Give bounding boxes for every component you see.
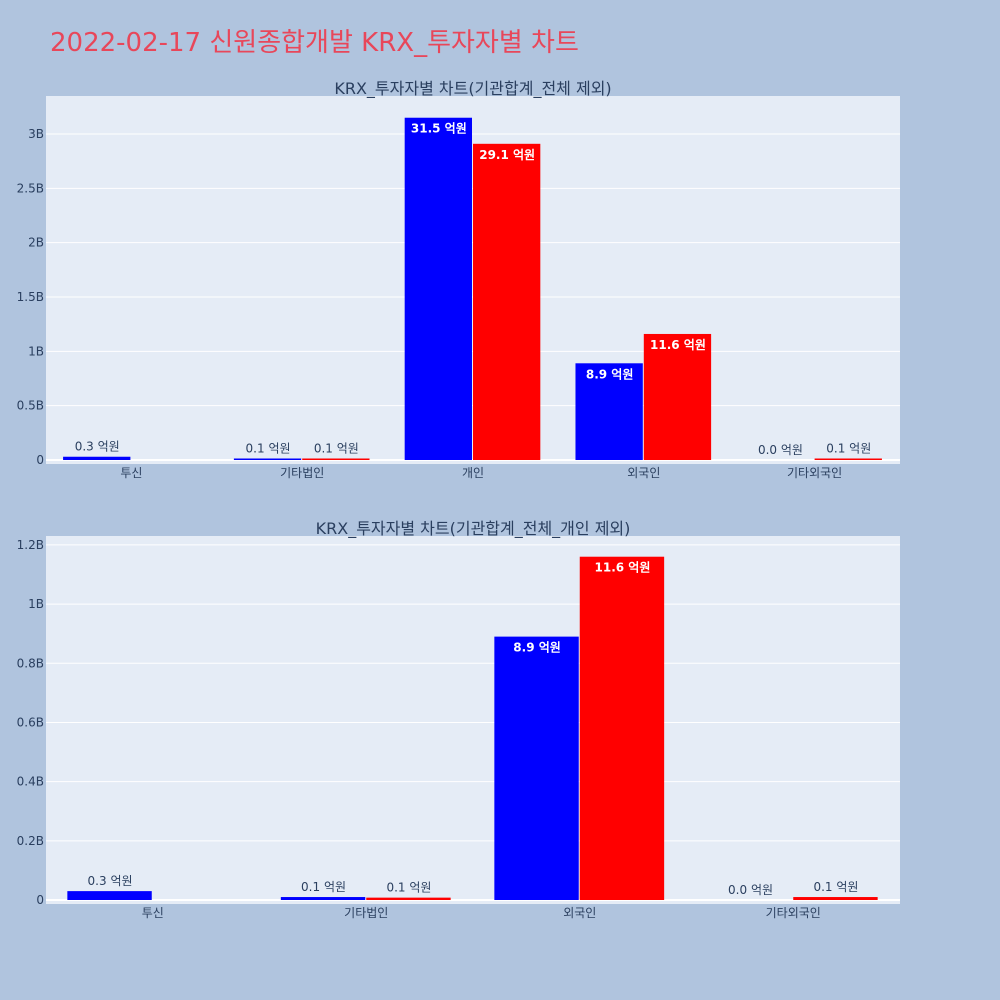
chart1-bar-s1: [233, 458, 302, 460]
chart1-data-label: 0.1 억원: [246, 442, 291, 456]
chart2-ytick-label: 0.8B: [17, 656, 44, 670]
chart2-bar-s2: [366, 897, 451, 900]
chart1-data-label: 31.5 억원: [411, 122, 467, 136]
chart1-bar-s1: [404, 117, 472, 460]
chart1-ytick-label: 0.5B: [17, 399, 44, 413]
chart1-data-label: 0.0 억원: [758, 443, 803, 457]
chart1-ytick-label: 2.5B: [17, 181, 44, 195]
chart1-data-label: 0.1 억원: [314, 442, 359, 456]
chart2-bar-s2: [793, 897, 878, 900]
chart1-xtick-label: 투신: [120, 466, 142, 480]
chart2-ytick-label: 0.2B: [17, 834, 44, 848]
chart1-xtick-label: 기타법인: [280, 466, 324, 480]
chart1-bar-s1: [575, 363, 643, 460]
chart1-data-label: 0.3 억원: [75, 440, 120, 454]
chart1-data-label: 29.1 억원: [479, 148, 535, 162]
chart2-xtick-label: 외국인: [563, 906, 596, 920]
chart1-ytick-label: 0: [36, 453, 44, 467]
chart1-ytick-label: 2B: [28, 236, 44, 250]
chart1-data-label: 0.1 억원: [826, 442, 871, 456]
chart2-data-label: 11.6 억원: [595, 561, 651, 575]
page-title: 2022-02-17 신원종합개발 KRX_투자자별 차트: [50, 28, 579, 58]
chart2-ytick-label: 0: [36, 893, 44, 907]
chart2-bar-s1: [494, 636, 579, 900]
chart2-plot-area: [46, 536, 900, 904]
chart1-title: KRX_투자자별 차트(기관합계_전체 제외): [334, 79, 611, 99]
chart2-data-label: 0.1 억원: [813, 880, 858, 894]
chart1-bar-s2: [473, 143, 541, 460]
chart2-data-label: 0.3 억원: [88, 874, 133, 888]
chart2-data-label: 0.1 억원: [386, 881, 431, 895]
chart2-data-label: 0.1 억원: [301, 880, 346, 894]
chart1-ytick-label: 1.5B: [17, 290, 44, 304]
chart1-data-label: 11.6 억원: [650, 338, 706, 352]
chart2-bar-s1: [280, 897, 366, 900]
chart1-xtick-label: 개인: [462, 466, 484, 480]
chart1-bar-s2: [302, 458, 370, 460]
chart1-bar-s1: [63, 456, 131, 460]
chart2-title: KRX_투자자별 차트(기관합계_전체_개인 제외): [316, 519, 631, 539]
chart1-bar-s2: [643, 333, 712, 460]
chart1-ytick-label: 3B: [28, 127, 44, 141]
chart1-xtick-label: 외국인: [627, 466, 660, 480]
chart2-ytick-label: 0.6B: [17, 715, 44, 729]
chart2-xtick-label: 기타법인: [344, 906, 388, 920]
chart1-bar-s2: [814, 458, 882, 460]
chart2-data-label: 8.9 억원: [513, 641, 561, 655]
chart2-bar-s1: [67, 891, 152, 900]
chart1-ytick-label: 1B: [28, 344, 44, 358]
chart2-xtick-label: 투신: [142, 906, 164, 920]
chart2-data-label: 0.0 억원: [728, 883, 773, 897]
chart2-ytick-label: 1.2B: [17, 538, 44, 552]
chart2-xtick-label: 기타외국인: [766, 906, 821, 920]
chart2-ytick-label: 1B: [28, 597, 44, 611]
chart2-bar-s2: [579, 556, 665, 900]
chart1-data-label: 8.9 억원: [586, 367, 634, 381]
chart2-ytick-label: 0.4B: [17, 775, 44, 789]
chart1-xtick-label: 기타외국인: [787, 466, 842, 480]
